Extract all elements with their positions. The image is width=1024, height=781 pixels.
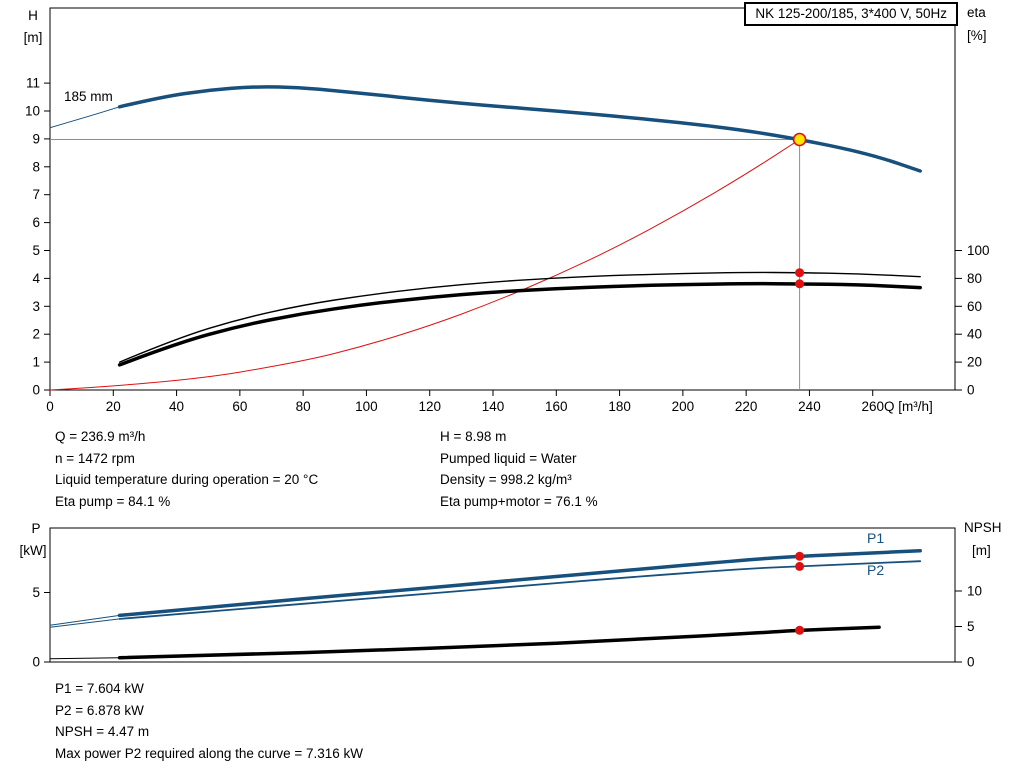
h-tick-label: 5	[32, 243, 40, 258]
h-tick-label: 11	[26, 76, 40, 91]
eta-tick-label: 20	[967, 355, 982, 370]
pump-model-title: NK 125-200/185, 3*400 V, 50Hz	[744, 2, 958, 26]
plot-border	[49, 527, 956, 663]
info-line-eta-pump: Eta pump = 84.1 %	[55, 493, 171, 509]
h-tick-label: 0	[32, 383, 40, 398]
q-tick-label: 240	[798, 399, 821, 414]
q-tick-label: 200	[672, 399, 695, 414]
h-tick-label: 3	[32, 299, 40, 314]
h-tick-label: 2	[32, 327, 40, 342]
q-tick-label: 180	[608, 399, 631, 414]
p2-curve-label: P2	[867, 562, 884, 578]
q-tick-label: 220	[735, 399, 758, 414]
npsh-axis-name: NPSH	[964, 520, 1002, 535]
p-tick-label: 5	[32, 585, 40, 600]
q-tick-label: 140	[482, 399, 505, 414]
eta-tick-label: 0	[967, 383, 975, 398]
q-tick-label: 100	[355, 399, 378, 414]
eta-pump-marker	[795, 268, 805, 278]
power-info: P1 = 7.604 kW P2 = 6.878 kW NPSH = 4.47 …	[55, 678, 363, 764]
duty-info-left: Q = 236.9 m³/h n = 1472 rpm Liquid tempe…	[55, 426, 318, 512]
p-axis-unit: [kW]	[20, 543, 47, 558]
curve-npsh-lead	[49, 657, 121, 660]
h-axis-name: H	[28, 8, 38, 23]
h-tick-label: 4	[32, 271, 40, 286]
curve-npsh	[117, 625, 881, 660]
curve-system-curve	[49, 139, 801, 391]
curve-head-185mm	[117, 85, 922, 173]
p-tick-label: 0	[32, 655, 40, 670]
qh-eta-chart: 0 1 2 3 4 5 6 7 8 9 10 11 0 20 40 60 80 100 120 140 160 180 20…	[24, 5, 990, 414]
h-tick-label: 8	[32, 159, 40, 174]
p2-duty-marker	[795, 561, 805, 571]
curve-p1-lead	[49, 614, 121, 626]
p1-duty-marker	[795, 551, 805, 561]
impeller-label: 185 mm	[64, 89, 113, 104]
p1-curve-label: P1	[867, 530, 884, 546]
h-tick-label: 9	[32, 131, 40, 146]
q-tick-label: 0	[46, 399, 54, 414]
eta-pump-motor-marker	[795, 279, 805, 289]
eta-axis-unit: [%]	[967, 28, 987, 43]
q-tick-label: 160	[545, 399, 568, 414]
eta-tick-label: 100	[967, 243, 990, 258]
info-line-p2: P2 = 6.878 kW	[55, 702, 144, 718]
q-tick-label: 20	[106, 399, 121, 414]
eta-axis-name: eta	[967, 5, 986, 20]
p-axis-name: P	[31, 521, 40, 536]
q-tick-label: 40	[169, 399, 184, 414]
curve-p2-lead	[49, 618, 121, 628]
info-line-max-power: Max power P2 required along the curve = …	[55, 745, 364, 761]
q-tick-label: 80	[296, 399, 311, 414]
duty-info-right: H = 8.98 m Pumped liquid = Water Density…	[440, 426, 598, 512]
info-line-liquid-temp: Liquid temperature during operation = 20…	[55, 472, 319, 488]
npsh-tick-label: 5	[967, 619, 975, 634]
info-line-density: Density = 998.2 kg/m³	[440, 472, 572, 488]
info-line-npsh: NPSH = 4.47 m	[55, 724, 150, 740]
npsh-duty-marker	[795, 625, 805, 635]
h-tick-label: 1	[32, 355, 40, 370]
curve-p1	[117, 549, 922, 618]
info-line-eta-pump-motor: Eta pump+motor = 76.1 %	[440, 493, 598, 509]
info-line-n: n = 1472 rpm	[55, 450, 135, 466]
h-axis-unit: [m]	[24, 30, 43, 45]
info-line-h: H = 8.98 m	[440, 429, 507, 444]
h-tick-label: 10	[25, 104, 40, 119]
npsh-axis-unit: [m]	[972, 543, 991, 558]
q-tick-label: 60	[232, 399, 247, 414]
eta-tick-label: 80	[967, 271, 982, 286]
h-tick-label: 6	[32, 215, 40, 230]
npsh-tick-label: 0	[967, 655, 975, 670]
duty-point-marker	[792, 132, 807, 147]
eta-tick-label: 60	[967, 299, 982, 314]
curve-eta-pump	[118, 271, 921, 363]
info-line-p1: P1 = 7.604 kW	[55, 681, 144, 696]
npsh-tick-label: 10	[967, 584, 982, 599]
q-axis-name: Q [m³/h]	[884, 399, 933, 414]
plot-border	[49, 7, 956, 391]
q-tick-label: 120	[418, 399, 441, 414]
curve-eta-pump-motor	[117, 281, 922, 367]
h-tick-label: 7	[32, 187, 40, 202]
eta-tick-label: 40	[967, 327, 982, 342]
info-line-pumped-liquid: Pumped liquid = Water	[440, 450, 577, 466]
power-npsh-chart: 0 5 0 5 10 P [kW] NPSH [m] P1 P2	[20, 520, 1002, 670]
curve-p2	[118, 560, 922, 620]
q-tick-label: 260	[861, 399, 884, 414]
curve-head-lead	[49, 106, 121, 129]
info-line-q: Q = 236.9 m³/h	[55, 429, 146, 444]
